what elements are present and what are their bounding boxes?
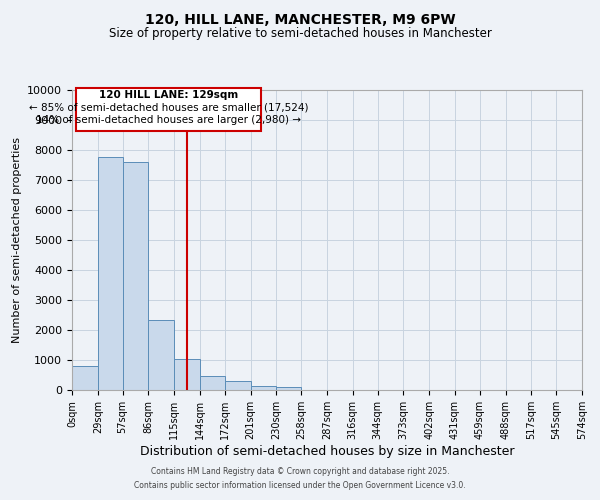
- Bar: [277, 387, 301, 390]
- Y-axis label: Number of semi-detached properties: Number of semi-detached properties: [12, 137, 22, 343]
- Text: 120, HILL LANE, MANCHESTER, M9 6PW: 120, HILL LANE, MANCHESTER, M9 6PW: [145, 12, 455, 26]
- Bar: [200, 376, 225, 390]
- X-axis label: Distribution of semi-detached houses by size in Manchester: Distribution of semi-detached houses by …: [140, 444, 514, 458]
- Text: Size of property relative to semi-detached houses in Manchester: Size of property relative to semi-detach…: [109, 28, 491, 40]
- Text: Contains public sector information licensed under the Open Government Licence v3: Contains public sector information licen…: [134, 480, 466, 490]
- Text: 14% of semi-detached houses are larger (2,980) →: 14% of semi-detached houses are larger (…: [37, 115, 301, 125]
- FancyBboxPatch shape: [76, 88, 261, 132]
- Text: ← 85% of semi-detached houses are smaller (17,524): ← 85% of semi-detached houses are smalle…: [29, 102, 308, 112]
- Bar: [225, 382, 251, 390]
- Bar: [174, 360, 200, 390]
- Text: 120 HILL LANE: 129sqm: 120 HILL LANE: 129sqm: [99, 90, 238, 100]
- Bar: [122, 162, 148, 390]
- Bar: [72, 366, 98, 390]
- Bar: [148, 320, 174, 390]
- Bar: [98, 158, 122, 390]
- Bar: [251, 386, 277, 390]
- Text: Contains HM Land Registry data © Crown copyright and database right 2025.: Contains HM Land Registry data © Crown c…: [151, 466, 449, 475]
